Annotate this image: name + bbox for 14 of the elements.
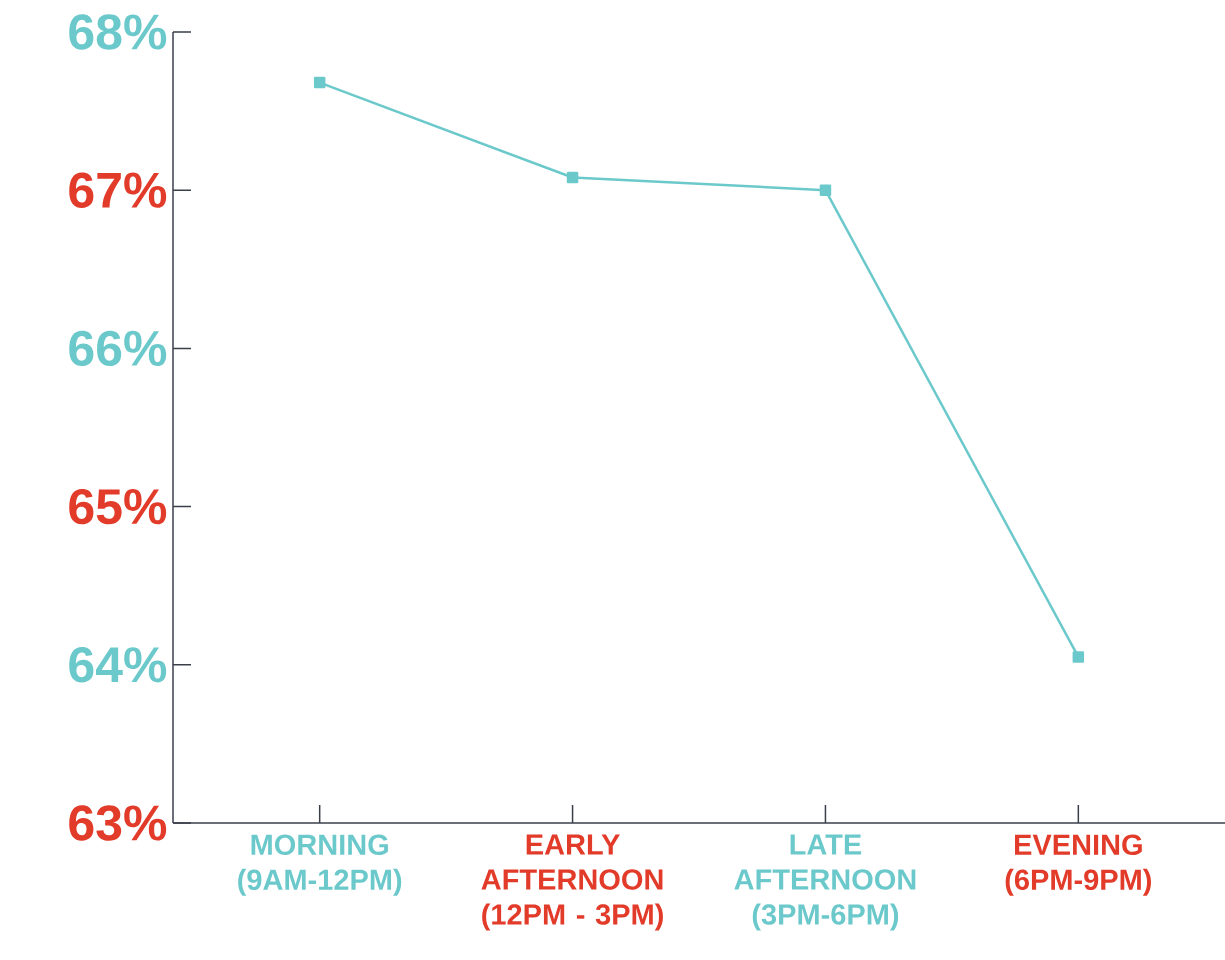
point [566, 171, 579, 184]
y-tick-label: 67% [69, 172, 167, 208]
y-tick-label: 68% [69, 14, 167, 50]
y-tick-label: 66% [69, 330, 167, 367]
y-tick-label: 65% [69, 488, 167, 525]
x-tick-label: EARLY AFTERNOON (12PM - 3PM) [481, 834, 663, 931]
point [1072, 651, 1085, 663]
x-tick-label: EVENING (6PM-9PM) [1005, 834, 1151, 896]
point [313, 76, 326, 89]
x-tick-label: MORNING (9AM-12PM) [238, 834, 402, 896]
x-tick-label: LATE AFTERNOON (3PM-6PM) [734, 834, 916, 931]
y-tick-label: 63% [69, 805, 167, 841]
y-tick-label: 64% [69, 647, 167, 683]
point [819, 184, 832, 196]
